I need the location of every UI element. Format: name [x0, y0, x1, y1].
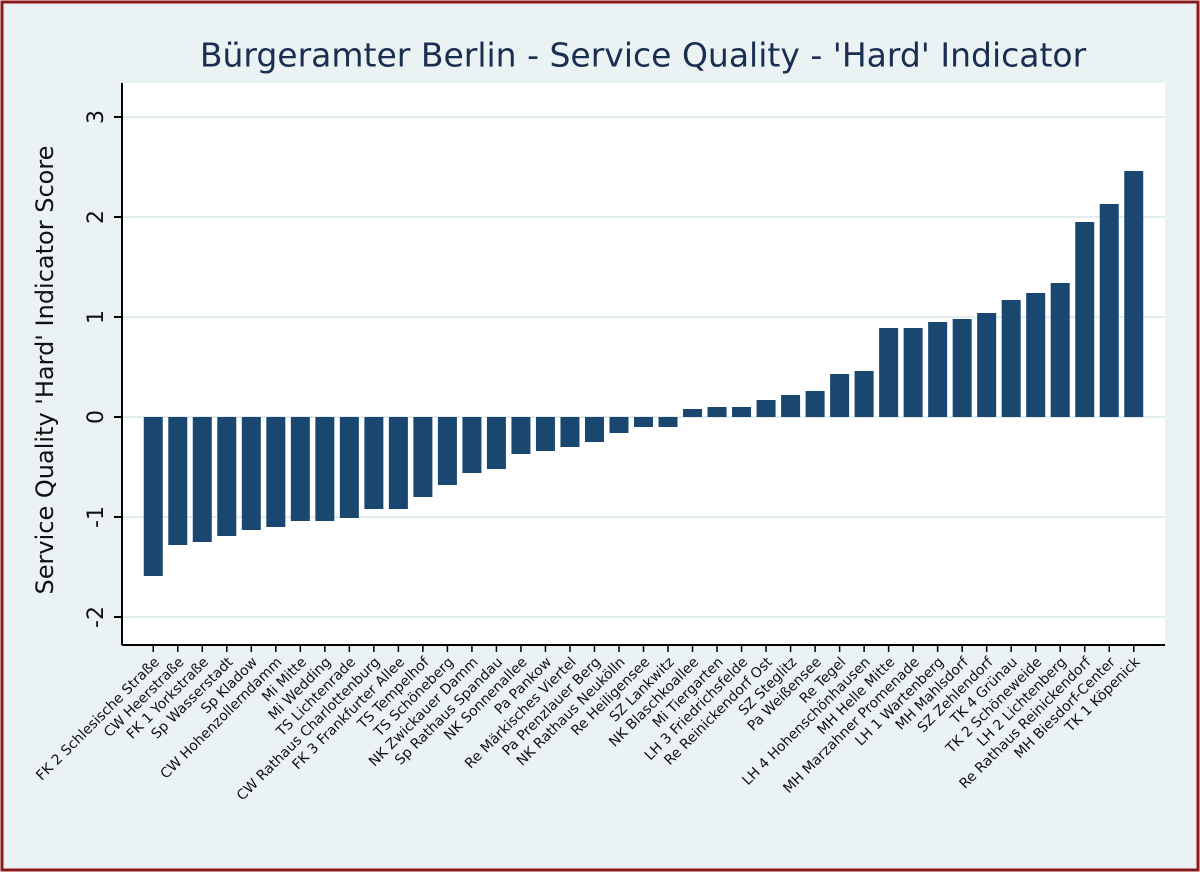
- y-tick-label: 3: [84, 110, 109, 124]
- bar: [364, 417, 384, 509]
- bar: [903, 328, 923, 417]
- bar: [609, 417, 629, 433]
- bar: [1001, 300, 1021, 417]
- bar: [634, 417, 653, 427]
- bar: [707, 407, 727, 417]
- bar: [315, 417, 335, 521]
- bar: [805, 391, 825, 417]
- bar: [535, 417, 555, 451]
- bar: [732, 407, 752, 417]
- bar: [584, 417, 604, 442]
- y-tick-label: -2: [84, 606, 109, 628]
- y-tick-label: 0: [84, 410, 109, 424]
- bar: [1124, 171, 1144, 417]
- bar: [560, 417, 580, 447]
- bar: [830, 374, 850, 417]
- bar: [658, 417, 678, 427]
- bar: [241, 417, 261, 530]
- bars: [143, 171, 1144, 576]
- bar: [879, 328, 899, 417]
- bar: [1099, 204, 1119, 417]
- y-tick-label: -1: [84, 506, 109, 528]
- bar: [854, 371, 874, 417]
- bar: [192, 417, 212, 542]
- y-tick-label: 2: [84, 210, 109, 224]
- bar: [290, 417, 310, 521]
- bar: [462, 417, 482, 473]
- chart-title: Bürgeramter Berlin - Service Quality - '…: [200, 36, 1087, 75]
- bar: [143, 417, 163, 576]
- bar: [266, 417, 286, 527]
- y-tick-label: 1: [84, 310, 109, 324]
- bar: [683, 409, 703, 417]
- bar: [781, 395, 801, 417]
- bar: [388, 417, 408, 509]
- bar: [486, 417, 506, 469]
- bar: [1050, 283, 1070, 417]
- bar: [511, 417, 531, 454]
- y-axis-label: Service Quality 'Hard' Indicator Score: [31, 146, 59, 595]
- bar: [413, 417, 433, 497]
- bar: [437, 417, 457, 485]
- bar: [977, 313, 997, 417]
- bar: [1075, 222, 1095, 417]
- bar: [928, 322, 948, 417]
- bar: [1026, 293, 1046, 417]
- bar: [952, 319, 972, 417]
- bar: [339, 417, 359, 518]
- bar: [756, 400, 776, 417]
- bar: [168, 417, 188, 545]
- bar: [217, 417, 237, 536]
